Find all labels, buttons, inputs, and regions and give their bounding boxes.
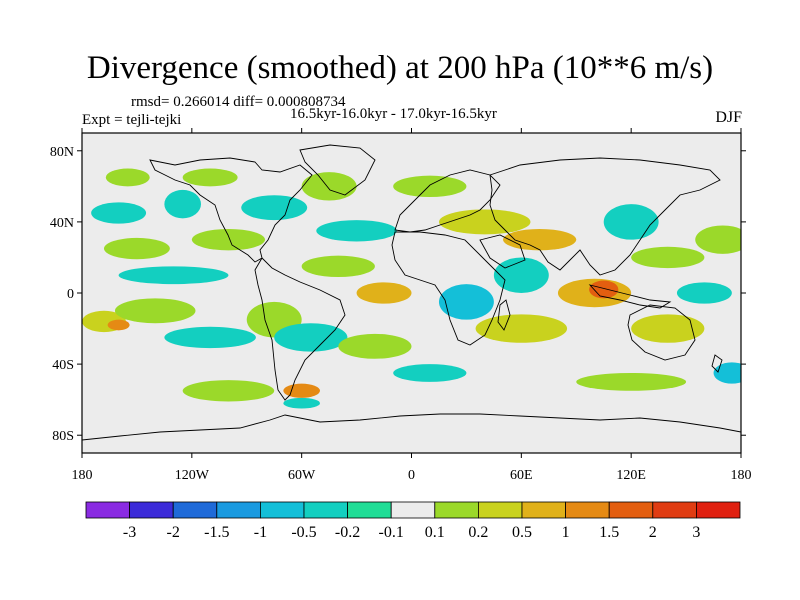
colorbar-level-label: -1.5 bbox=[204, 524, 229, 541]
field-region-24 bbox=[503, 229, 577, 251]
colorbar-swatch bbox=[521, 501, 566, 519]
colorbar-level-label: 0.1 bbox=[425, 524, 445, 541]
field-region-11 bbox=[301, 172, 357, 201]
colorbar-swatch bbox=[434, 501, 479, 519]
coastline-north-america bbox=[149, 157, 313, 263]
field-region-33 bbox=[631, 314, 705, 343]
x-tick-label: 180 bbox=[72, 468, 93, 483]
x-tick-label: 60W bbox=[288, 468, 316, 483]
season-label: DJF bbox=[715, 109, 742, 126]
y-tick-label: 40N bbox=[50, 216, 74, 231]
colorbar-swatch bbox=[696, 501, 741, 519]
field-region-14 bbox=[356, 282, 412, 304]
colorbar-level-label: -2 bbox=[167, 524, 180, 541]
colorbar-level-label: -0.1 bbox=[379, 524, 404, 541]
field-region-18 bbox=[338, 333, 412, 359]
colorbar-swatch bbox=[390, 501, 436, 519]
field-region-23 bbox=[438, 209, 531, 235]
colorbar-swatch bbox=[85, 501, 130, 519]
y-tick-label: 40S bbox=[52, 358, 74, 373]
field-region-22 bbox=[393, 175, 467, 197]
y-tick-label: 80N bbox=[50, 145, 74, 160]
field-region-27 bbox=[475, 314, 568, 343]
colorbar-swatch bbox=[129, 501, 174, 519]
field-region-28 bbox=[393, 364, 467, 382]
field-region-8 bbox=[91, 202, 147, 224]
field-region-36 bbox=[576, 373, 687, 391]
coastline-asia bbox=[489, 157, 721, 276]
colorbar-swatch bbox=[347, 501, 392, 519]
field-region-4 bbox=[103, 237, 170, 260]
coastline-greenland bbox=[299, 144, 376, 196]
field-region-17 bbox=[274, 323, 348, 352]
field-region-35 bbox=[676, 282, 732, 304]
y-tick-label: 80S bbox=[52, 429, 74, 444]
field-region-21 bbox=[283, 397, 320, 409]
x-tick-label: 120E bbox=[616, 468, 646, 483]
field-region-9 bbox=[105, 168, 150, 187]
y-tick-label: 0 bbox=[67, 287, 74, 302]
coastlines bbox=[82, 144, 741, 441]
field-region-31 bbox=[603, 204, 659, 240]
x-tick-label: 60E bbox=[510, 468, 533, 483]
coastline-europe bbox=[394, 169, 501, 233]
colorbar-level-label: 2 bbox=[649, 524, 657, 541]
colorbar-level-label: -3 bbox=[123, 524, 136, 541]
field-region-19 bbox=[182, 380, 275, 402]
x-tick-label: 120W bbox=[175, 468, 210, 483]
coastline-indonesia bbox=[588, 284, 672, 309]
field-region-25 bbox=[493, 257, 549, 293]
colorbar-swatch bbox=[259, 501, 305, 519]
colorbar-level-label: -0.2 bbox=[335, 524, 360, 541]
field-region-30 bbox=[589, 280, 619, 299]
field-region-15 bbox=[164, 326, 256, 349]
colorbar-level-label: 1 bbox=[562, 524, 570, 541]
colorbar-level-label: 0.5 bbox=[512, 524, 532, 541]
coastline-antarctica bbox=[82, 413, 741, 441]
colorbar-level-label: 1.5 bbox=[599, 524, 619, 541]
field-region-34 bbox=[695, 225, 741, 254]
coastline-africa bbox=[391, 231, 506, 346]
divergence-field bbox=[82, 168, 741, 409]
period-difference-label: 16.5kyr-16.0kyr - 17.0kyr-16.5kyr bbox=[290, 106, 497, 122]
colorbar-level-label: 0.2 bbox=[468, 524, 488, 541]
coastline-new-zealand bbox=[711, 354, 723, 373]
field-region-32 bbox=[631, 246, 705, 269]
field-region-5 bbox=[191, 229, 266, 251]
field-region-6 bbox=[164, 189, 201, 219]
colorbar-level-label: -1 bbox=[254, 524, 267, 541]
field-region-2 bbox=[114, 298, 196, 324]
field-region-7 bbox=[182, 168, 238, 187]
rmsd-stats: rmsd= 0.266014 diff= 0.000808734 bbox=[131, 94, 346, 110]
coastline-australia bbox=[627, 304, 696, 361]
field-region-37 bbox=[713, 362, 741, 384]
colorbar-swatch bbox=[652, 501, 697, 519]
axes: 180 120W 60W 0 60E 120E 180 80N 40N 0 40S 80S bbox=[50, 128, 752, 483]
colorbar-swatch bbox=[216, 501, 261, 519]
coastline-madagascar bbox=[497, 299, 511, 331]
coastline-arabia bbox=[479, 234, 526, 269]
x-tick-label: 180 bbox=[731, 468, 752, 483]
colorbar: -3 -2 -1.5 -1 -0.5 -0.2 -0.1 0.1 0.2 0.5 1 1.5 2 3 bbox=[85, 501, 741, 541]
coastline-south-america bbox=[254, 257, 346, 401]
colorbar-level-label: 3 bbox=[692, 524, 700, 541]
field-region-13 bbox=[301, 255, 375, 277]
field-region-12 bbox=[316, 220, 397, 242]
colorbar-swatch bbox=[172, 501, 218, 519]
colorbar-swatch bbox=[608, 501, 654, 519]
field-region-3 bbox=[118, 266, 229, 285]
experiment-label: Expt = tejli-tejki bbox=[82, 112, 182, 128]
field-region-10 bbox=[241, 195, 308, 221]
chart-title: Divergence (smoothed) at 200 hPa (10**6 … bbox=[86, 50, 714, 86]
colorbar-level-label: -0.5 bbox=[291, 524, 316, 541]
field-region-1 bbox=[107, 319, 130, 331]
x-tick-label: 0 bbox=[408, 468, 415, 483]
field-region-26 bbox=[438, 284, 494, 320]
colorbar-swatch bbox=[565, 501, 610, 519]
colorbar-swatch bbox=[303, 501, 348, 519]
colorbar-swatch bbox=[477, 501, 523, 519]
